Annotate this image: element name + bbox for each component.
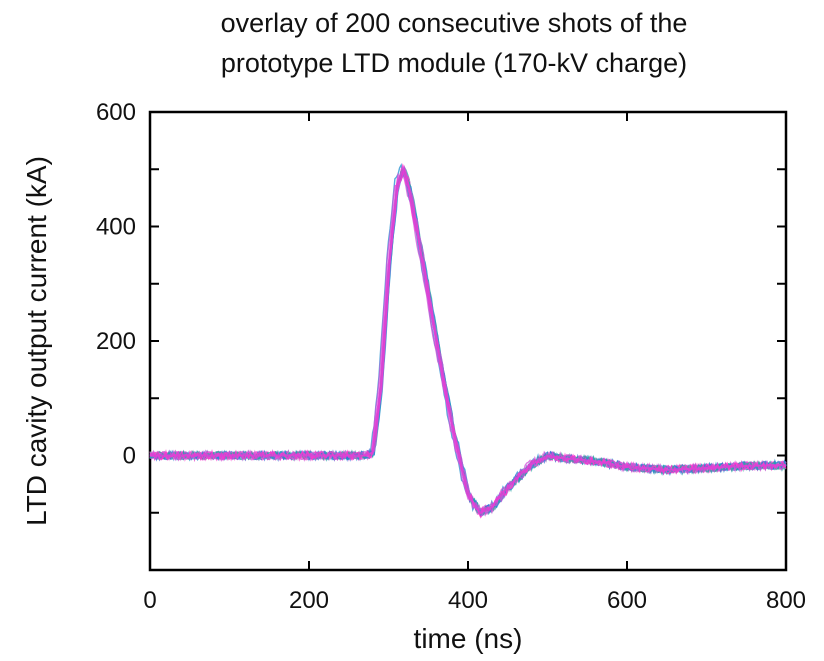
x-tick-label: 400 [448,587,488,614]
shot-trace [149,171,787,517]
y-tick-label: 600 [96,99,136,126]
shot-trace [149,164,787,516]
shot-trace [149,167,787,515]
y-tick-label: 0 [123,443,136,470]
axis-ticks [149,111,787,570]
shot-traces [149,162,787,519]
x-tick-label: 200 [289,587,329,614]
axis-tick-labels: 0 200 400 600 800 0 200 400 600 [96,99,806,614]
y-axis-label: LTD cavity output current (kA) [21,156,52,526]
shot-trace [149,166,787,516]
y-tick-label: 400 [96,214,136,241]
x-tick-label: 800 [766,587,806,614]
x-tick-label: 0 [143,587,156,614]
shot-trace [149,168,787,516]
shot-trace [149,168,787,515]
shot-trace [149,171,787,517]
shot-trace [149,170,787,516]
shot-trace [149,166,787,517]
shot-trace [149,162,787,518]
mean-trace [150,165,787,515]
y-tick-label: 200 [96,328,136,355]
shot-trace [149,170,787,515]
plot-frame [148,110,788,572]
shot-trace [149,168,787,517]
x-tick-label: 600 [607,587,647,614]
chart-title-line-1: overlay of 200 consecutive shots of the [221,8,688,38]
chart-title: overlay of 200 consecutive shots of the … [221,8,688,78]
chart-title-line-2: prototype LTD module (170-kV charge) [221,48,687,78]
shot-trace [149,173,787,515]
x-axis-label: time (ns) [414,623,523,654]
shot-trace [149,168,787,516]
